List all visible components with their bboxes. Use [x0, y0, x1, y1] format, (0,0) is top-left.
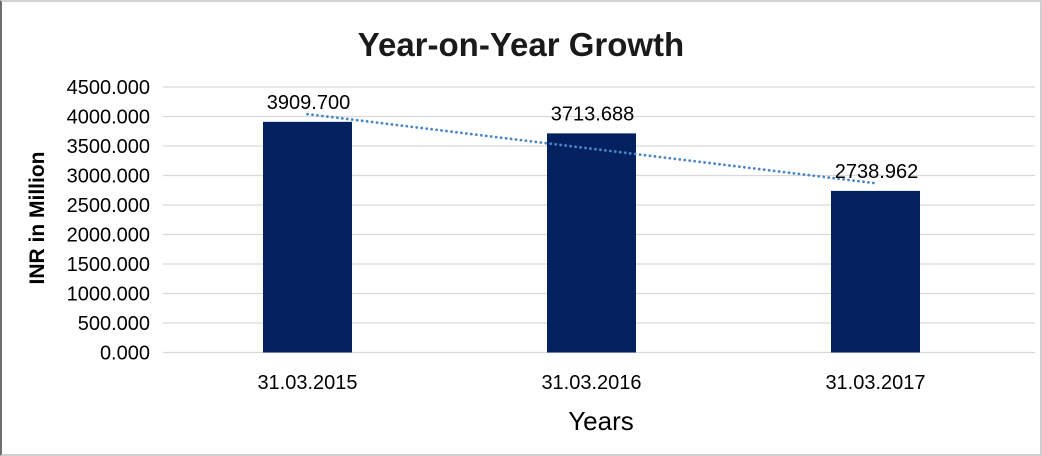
chart-title: Year-on-Year Growth — [358, 26, 684, 63]
y-tick-label: 1000.000 — [67, 284, 150, 306]
bar-data-label: 3713.688 — [551, 103, 634, 125]
y-axis-title: INR in Million — [26, 152, 49, 285]
y-tick-label: 4500.000 — [67, 77, 150, 99]
x-axis-title: Years — [568, 406, 634, 436]
trendline — [306, 112, 877, 185]
y-tick-label: 3000.000 — [67, 166, 150, 188]
bar — [263, 121, 352, 353]
y-tick-label: 2500.000 — [67, 195, 150, 217]
y-tick-label: 1500.000 — [67, 254, 150, 276]
bar — [831, 190, 920, 353]
x-tick-label: 31.03.2017 — [825, 372, 925, 394]
y-tick-label: 0.000 — [100, 343, 150, 365]
bar — [547, 133, 636, 353]
data-labels: 3909.700 3713.688 2738.962 — [267, 92, 918, 183]
bar-series — [263, 121, 920, 353]
x-tick-label: 31.03.2016 — [541, 372, 641, 394]
y-axis-tick-labels: 0.000 500.000 1000.000 1500.000 2000.000 2500… — [67, 77, 150, 365]
y-tick-label: 4000.000 — [67, 107, 150, 129]
bar-data-label: 3909.700 — [267, 92, 350, 114]
y-tick-label: 2000.000 — [67, 225, 150, 247]
bar-data-label: 2738.962 — [835, 161, 918, 183]
x-axis-category-labels: 31.03.2015 31.03.2016 31.03.2017 — [257, 372, 925, 394]
x-tick-label: 31.03.2015 — [257, 372, 357, 394]
y-tick-label: 3500.000 — [67, 136, 150, 158]
y-tick-label: 500.000 — [78, 313, 150, 335]
